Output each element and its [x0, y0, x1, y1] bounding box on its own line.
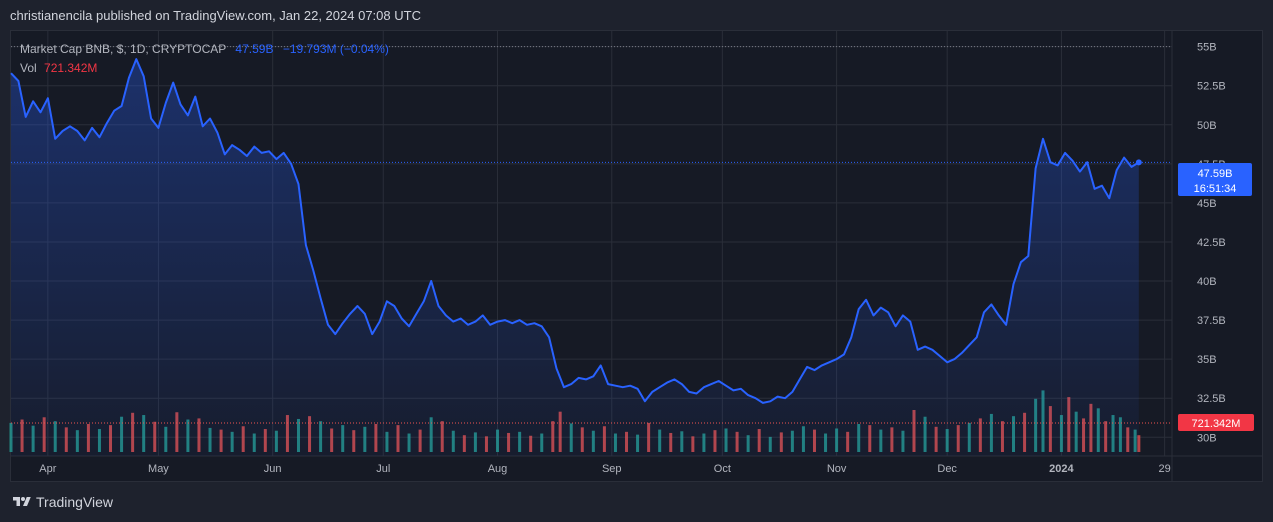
price-area-fill	[11, 59, 1139, 456]
volume-bar-107	[1137, 435, 1141, 452]
volume-badge-value: 721.342M	[1192, 418, 1241, 430]
price-badge: 47.59B 16:51:34	[1178, 163, 1252, 196]
legend-last-value: 47.59B	[235, 42, 274, 56]
x-tick-label-0: Apr	[39, 463, 56, 475]
chart-legend[interactable]: Market Cap BNB, $, 1D, CRYPTOCAP 47.59B …	[20, 40, 389, 78]
price-badge-countdown: 16:51:34	[1194, 183, 1237, 195]
x-tick-label-7: Nov	[827, 463, 847, 475]
x-axis: Apr May Jun Jul Aug Sep Oct Nov Dec 2024 29	[39, 463, 1170, 475]
x-tick-label-6: Oct	[714, 463, 731, 475]
x-tick-label-8: Dec	[937, 463, 957, 475]
y-tick-label-9: 52.5B	[1197, 81, 1226, 93]
y-tick-label-10: 55B	[1197, 42, 1217, 54]
y-tick-label-6: 45B	[1197, 198, 1217, 210]
y-axis: 30B32.5B35B37.5B40B42.5B45B47.5B50B52.5B…	[1197, 42, 1226, 445]
y-tick-label-1: 32.5B	[1197, 393, 1226, 405]
footer-brand[interactable]: TradingView	[12, 494, 113, 510]
y-tick-label-8: 50B	[1197, 120, 1217, 132]
x-tick-label-10: 29	[1159, 463, 1171, 475]
legend-change: −19.793M (−0.04%)	[282, 42, 389, 56]
legend-volume-row[interactable]: Vol 721.342M	[20, 59, 389, 78]
x-tick-label-2: Jun	[264, 463, 282, 475]
y-tick-label-5: 42.5B	[1197, 237, 1226, 249]
publish-line: christianencila published on TradingView…	[10, 8, 421, 23]
y-tick-label-3: 37.5B	[1197, 315, 1226, 327]
x-tick-label-3: Jul	[376, 463, 390, 475]
y-tick-label-0: 30B	[1197, 432, 1217, 444]
x-tick-label-4: Aug	[488, 463, 508, 475]
x-tick-label-9: 2024	[1049, 463, 1074, 475]
last-price-dot	[1135, 159, 1142, 166]
legend-symbol: Market Cap BNB, $, 1D, CRYPTOCAP	[20, 42, 227, 56]
tradingview-logo-icon	[13, 497, 31, 506]
y-tick-label-2: 35B	[1197, 354, 1217, 366]
price-line	[10, 58, 1140, 404]
legend-vol-value: 721.342M	[44, 61, 98, 75]
footer-brand-text: TradingView	[36, 494, 114, 510]
price-badge-value: 47.59B	[1198, 168, 1233, 180]
y-tick-label-4: 40B	[1197, 276, 1217, 288]
x-tick-label-1: May	[148, 463, 169, 475]
x-tick-label-5: Sep	[602, 463, 622, 475]
legend-symbol-row[interactable]: Market Cap BNB, $, 1D, CRYPTOCAP 47.59B …	[20, 40, 389, 59]
volume-badge: 721.342M	[1178, 414, 1254, 431]
legend-vol-label: Vol	[20, 61, 37, 75]
